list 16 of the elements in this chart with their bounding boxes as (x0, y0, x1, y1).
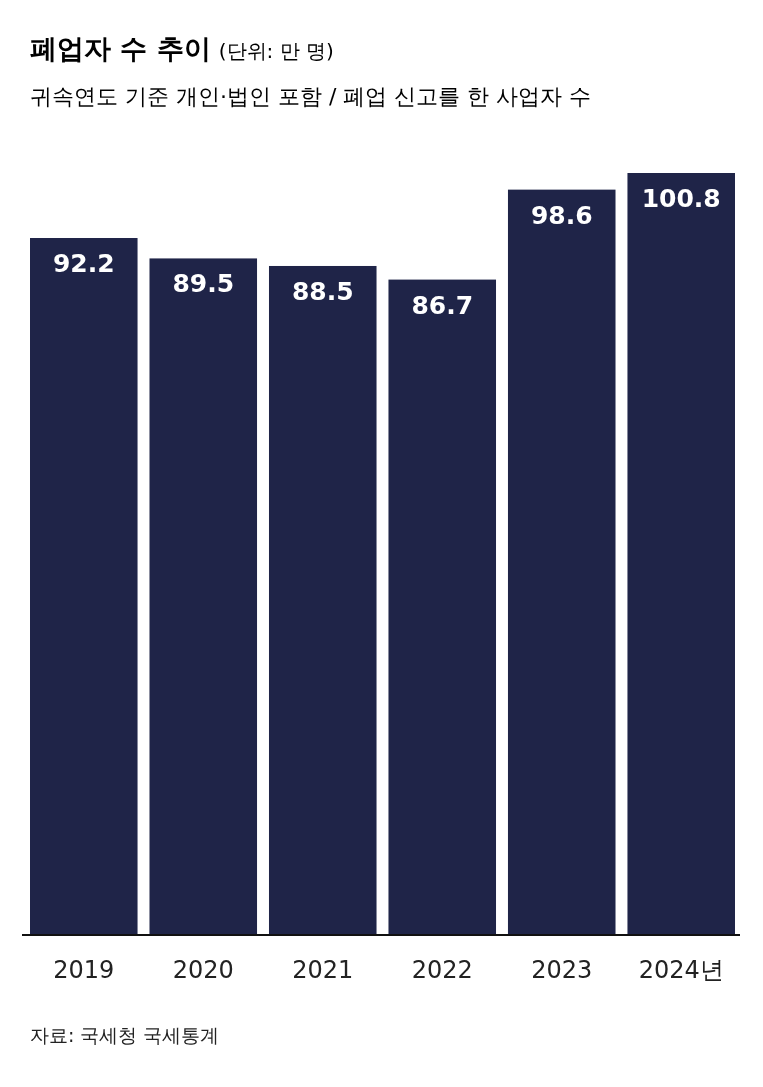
data-label: 89.5 (172, 269, 235, 299)
x-tick-label: 2024년 (638, 956, 724, 984)
text: 자료: 국세청 국세통계 (30, 1024, 220, 1046)
data-label: 100.8 (641, 184, 721, 213)
data-label: 88.5 (291, 276, 354, 306)
x-tick-label: 2022 (411, 956, 473, 984)
x-tick-label: 2021 (292, 956, 354, 984)
data-label: 92.2 (52, 249, 115, 279)
x-tick-label: 2020 (172, 956, 234, 984)
chart-subtitle: 귀속연도 기준 개인·법인 포함 / 폐업 신고를 한 사업자 수 (30, 84, 592, 109)
x-tick-label: 2023 (531, 956, 593, 984)
text: (단위: 만 명) (218, 39, 334, 63)
data-label: 98.6 (530, 200, 593, 230)
data-label: 86.7 (411, 290, 474, 320)
chart-title: 폐업자 수 추이 (30, 33, 211, 64)
x-tick-label: 2019 (53, 956, 115, 984)
